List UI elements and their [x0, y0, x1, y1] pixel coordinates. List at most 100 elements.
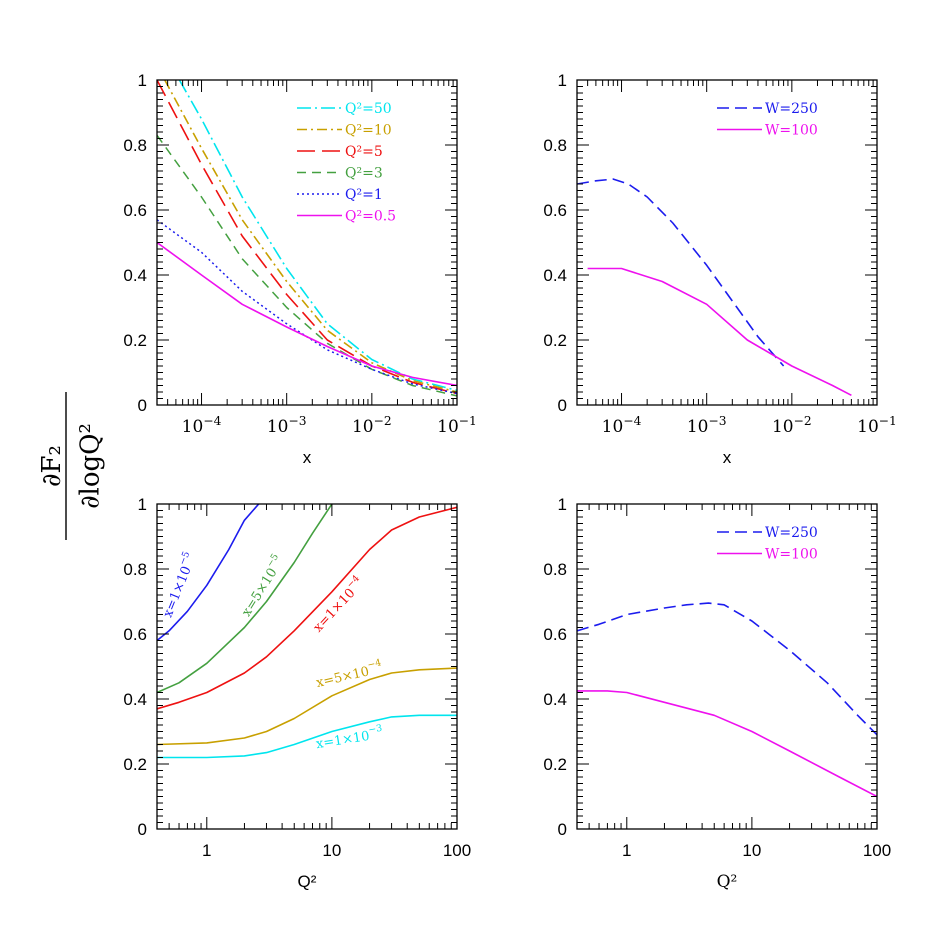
x-tick-label: 10−4 — [602, 414, 642, 437]
series-2-point-3 — [243, 672, 246, 675]
x-tick-label: 10−1 — [437, 414, 477, 437]
series-line-5 — [157, 241, 457, 387]
series-4-point-3 — [285, 322, 288, 325]
y-tick-label: 0.6 — [543, 201, 567, 220]
series-5-point-2 — [241, 303, 244, 306]
series-1-point-3 — [243, 626, 246, 629]
series-1-point-1 — [178, 681, 181, 684]
series-line-1 — [587, 267, 852, 397]
x-tick-label-exp: −4 — [623, 414, 641, 428]
series-4-point-4 — [326, 348, 329, 351]
curve-label-0: x=1×10−5 — [157, 550, 200, 620]
x-tick-label: 10 — [742, 841, 761, 860]
x-tick-label: 1 — [202, 841, 211, 860]
legend: W=250 W=100 — [717, 525, 818, 563]
series-1-point-2 — [205, 662, 208, 665]
y-tick-label: 0 — [558, 820, 567, 839]
x-tick-label: 10−1 — [857, 414, 897, 437]
series-0-point-9 — [826, 681, 829, 684]
series-1-point-3 — [285, 280, 288, 283]
series-4-point-3 — [265, 751, 268, 754]
series-1-point-3 — [663, 701, 666, 704]
series-0-point-6 — [705, 264, 708, 267]
legend: Q²=50 Q²=10 Q²=5 Q²=3 Q²=1 Q²=0.5 — [297, 101, 396, 225]
series-0-point-1 — [598, 623, 601, 626]
legend-label-3: Q²=3 — [345, 166, 383, 182]
curve-label-2: x=1×10−4 — [308, 573, 368, 636]
x-tick-label-base: 10 — [267, 417, 289, 437]
curve-label-3: x=5×10−4 — [314, 657, 384, 691]
series-2-point-1 — [178, 701, 181, 704]
x-tick-label-exp: −1 — [879, 414, 897, 428]
y-label-denominator: ∂logQ² — [75, 423, 105, 509]
series-3-point-3 — [265, 730, 268, 733]
legend-label-1: W=100 — [765, 123, 818, 139]
y-tick-label: 0 — [558, 396, 567, 415]
panel-bottom-right: 0 0.2 0.4 0.6 0.8 1 1 10 100 Q² W=250 W=100 — [543, 495, 891, 892]
y-tick-label: 0.8 — [123, 136, 147, 155]
series-0-point-5 — [370, 358, 373, 361]
series-3-point-2 — [243, 737, 246, 740]
series-0-point-8 — [788, 649, 791, 652]
series-0-point-1 — [200, 118, 203, 121]
series-line-0 — [178, 80, 457, 392]
series-5-point-4 — [326, 345, 329, 348]
series-2-point-5 — [293, 629, 296, 632]
series-0-point-7 — [750, 620, 753, 623]
x-tick-label: 1 — [622, 841, 631, 860]
x-tick-label-base: 100 — [863, 841, 891, 860]
series-line-4 — [157, 714, 457, 759]
y-ticks — [157, 79, 457, 406]
series-1-point-6 — [831, 384, 834, 387]
y-tick-label: 0.2 — [543, 331, 567, 350]
series-5-point-3 — [285, 326, 288, 329]
series-1-point-0 — [586, 267, 589, 270]
x-tick-label-exp: −1 — [459, 414, 477, 428]
series-group — [577, 602, 877, 798]
x-ticks — [156, 80, 458, 405]
y-tick-label: 0.8 — [543, 136, 567, 155]
series-2-point-4 — [326, 339, 329, 342]
y-tick-label: 1 — [138, 495, 147, 514]
x-tick-label: 100 — [863, 841, 891, 860]
series-1-point-1 — [200, 147, 203, 150]
series-0-point-3 — [663, 607, 666, 610]
series-group — [157, 80, 457, 397]
y-tick-label: 1 — [558, 71, 567, 90]
x-tick-label-exp: −4 — [203, 414, 221, 428]
curve-label-4-exp: −3 — [368, 723, 383, 736]
x-ticks — [576, 80, 878, 405]
series-1-point-2 — [625, 691, 628, 694]
x-tick-label-base: 10 — [687, 417, 709, 437]
series-line-0 — [157, 504, 260, 642]
series-0-point-5 — [243, 519, 246, 522]
series-3-point-4 — [326, 342, 329, 345]
series-2-point-6 — [330, 590, 333, 593]
legend-label-0: W=250 — [765, 101, 818, 117]
series-1-point-4 — [265, 600, 268, 603]
legend: W=250 W=100 — [717, 101, 818, 139]
curve-label-3-base: x=5×10 — [315, 664, 371, 691]
series-group — [157, 504, 457, 759]
y-tick-label: 0.8 — [123, 560, 147, 579]
series-0-point-4 — [326, 322, 329, 325]
y-tick-label: 0.2 — [543, 755, 567, 774]
series-0-point-5 — [671, 222, 674, 225]
series-4-point-4 — [293, 743, 296, 746]
x-tick-label-base: 10 — [742, 841, 761, 860]
series-1-point-4 — [326, 329, 329, 332]
y-tick-label: 0.2 — [123, 331, 147, 350]
curve-label-4-base: x=1×10 — [315, 729, 371, 752]
series-4-point-2 — [241, 290, 244, 293]
series-line-1 — [157, 504, 333, 694]
x-tick-label-exp: −3 — [708, 414, 726, 428]
series-2-point-2 — [241, 235, 244, 238]
x-axis-title: x — [303, 448, 312, 467]
y-tick-label: 0.4 — [543, 690, 567, 709]
x-ticks — [576, 504, 878, 829]
y-tick-label: 0 — [138, 820, 147, 839]
series-4-point-6 — [368, 720, 371, 723]
series-1-point-1 — [606, 689, 609, 692]
